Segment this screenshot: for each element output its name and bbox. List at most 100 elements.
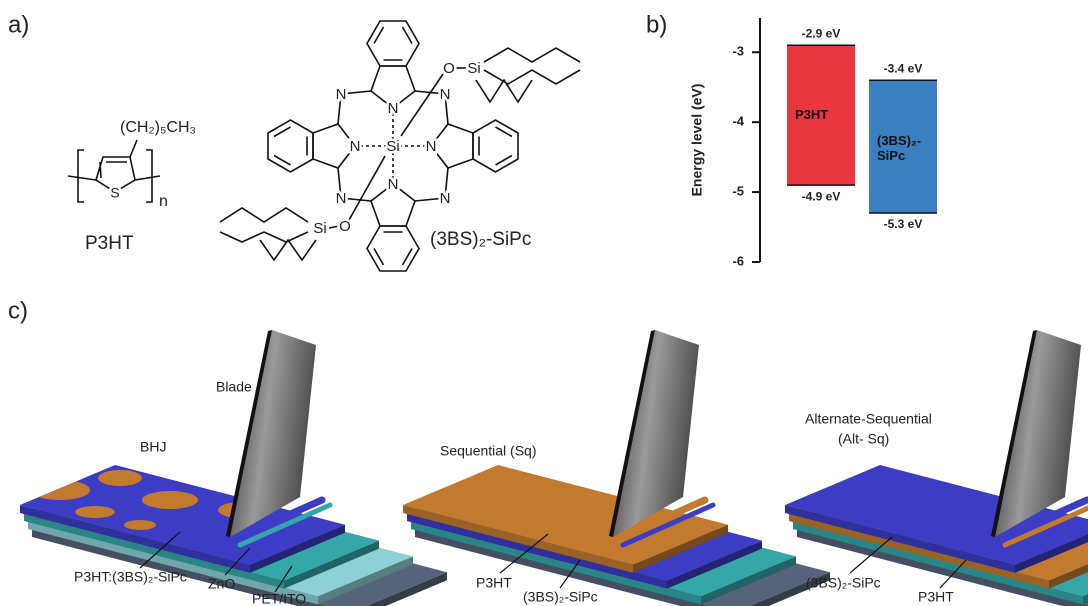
y-tick-label: -3 — [732, 44, 744, 59]
phase-domain — [36, 465, 64, 476]
meniscus — [228, 496, 326, 544]
meniscus — [993, 496, 1088, 544]
blade-edge — [609, 330, 655, 537]
layer-side — [366, 572, 447, 606]
layer-front — [20, 505, 250, 573]
butyl-chain — [483, 47, 581, 63]
bond — [67, 139, 161, 181]
atom-label: O — [443, 60, 455, 77]
panel-label: a) — [8, 11, 29, 38]
layer-side — [318, 556, 413, 605]
layer-side — [749, 572, 830, 606]
bond — [328, 225, 340, 229]
axial-bond — [400, 73, 444, 137]
double-bond — [373, 231, 413, 266]
phase-domain — [75, 506, 115, 518]
y-axis-label: Energy level (eV) — [689, 84, 705, 197]
butyl-chain — [219, 231, 309, 243]
layer-front — [403, 505, 633, 573]
layer-side — [284, 540, 379, 589]
annotation: (3BS)₂-SiPc — [523, 589, 598, 605]
panel-label: b) — [646, 11, 667, 38]
y-tick-label: -5 — [732, 184, 744, 199]
atom-label: N — [440, 86, 451, 103]
y-tick-label: -6 — [732, 253, 744, 268]
leader-line — [139, 531, 181, 569]
phase-domain — [30, 480, 90, 500]
butyl-chain — [259, 238, 317, 262]
layer-side — [1015, 534, 1088, 573]
bond — [337, 90, 372, 125]
annotation: P3HT — [476, 575, 512, 591]
leader-line — [939, 559, 967, 589]
layer-front — [785, 505, 1015, 573]
level-label: -4.9 eV — [802, 189, 841, 203]
annotation: ZnO — [208, 576, 235, 592]
leader-line — [849, 536, 893, 574]
layer-front — [793, 521, 1083, 605]
blade — [613, 330, 699, 537]
y-tick-label: -4 — [732, 114, 744, 129]
phase-domain — [98, 470, 142, 486]
sipc-structure: N N N N N N N N Si Si Si O O — [219, 20, 581, 272]
annotation: Alternate-Sequential — [805, 411, 932, 427]
energy-bar — [787, 45, 855, 186]
layer-side — [1083, 594, 1088, 605]
atom-label: N — [388, 100, 399, 117]
level-label: -3.4 eV — [884, 61, 923, 75]
compound-name: (3BS)₂-SiPc — [430, 229, 531, 250]
meniscus — [237, 502, 333, 548]
side-chain: (CH₂)₅CH₃ — [120, 119, 196, 136]
meniscus — [1002, 505, 1088, 548]
pyrrole-ring — [429, 123, 474, 169]
annotation: PET/ITO — [252, 591, 306, 606]
atom-label: Si — [467, 60, 480, 77]
annotation: BHJ — [140, 439, 166, 455]
layer-top — [403, 465, 728, 565]
leader-line — [499, 533, 549, 574]
thiophene-ring — [95, 156, 136, 193]
atom-label: N — [440, 190, 451, 207]
double-bond — [273, 126, 308, 166]
panel-label: c) — [8, 297, 28, 324]
bar-name: P3HT — [795, 107, 829, 123]
layer-front — [789, 513, 1049, 589]
benzene-ring — [366, 20, 420, 67]
phase-domain — [192, 473, 228, 487]
level-label: -5.3 eV — [884, 217, 923, 231]
layer-top — [20, 465, 345, 565]
butyl-chain — [219, 207, 309, 223]
bracket — [77, 149, 153, 203]
bond — [414, 90, 449, 125]
annotation: Blade — [216, 379, 252, 395]
atom-label: Si — [386, 138, 399, 155]
bond — [414, 167, 449, 202]
blade — [230, 330, 316, 537]
axial-bond — [348, 155, 386, 221]
atom-label: N — [336, 190, 347, 207]
atom-label: N — [336, 86, 347, 103]
layer-side — [1049, 564, 1088, 589]
bar-name: (3BS)₂-SiPc — [877, 132, 922, 163]
atom-label: Si — [313, 220, 326, 237]
layer-side — [701, 556, 796, 605]
phase-domain — [142, 491, 198, 509]
atom-label: N — [350, 138, 361, 155]
leader-line — [224, 547, 251, 576]
double-bond — [373, 26, 413, 61]
double-bond — [478, 126, 513, 166]
layer-side — [667, 540, 762, 589]
compound-name: P3HT — [85, 233, 134, 254]
meniscus — [611, 496, 709, 544]
blade — [995, 330, 1081, 537]
level-label: -2.9 eV — [802, 26, 841, 40]
annotation: (3BS)₂-SiPc — [806, 575, 881, 591]
layer-side — [250, 524, 345, 573]
atom-label: N — [388, 176, 399, 193]
annotation: (Alt- Sq) — [838, 431, 889, 447]
blade-edge — [226, 330, 272, 537]
meniscus — [620, 502, 716, 548]
layer-front — [24, 513, 284, 589]
